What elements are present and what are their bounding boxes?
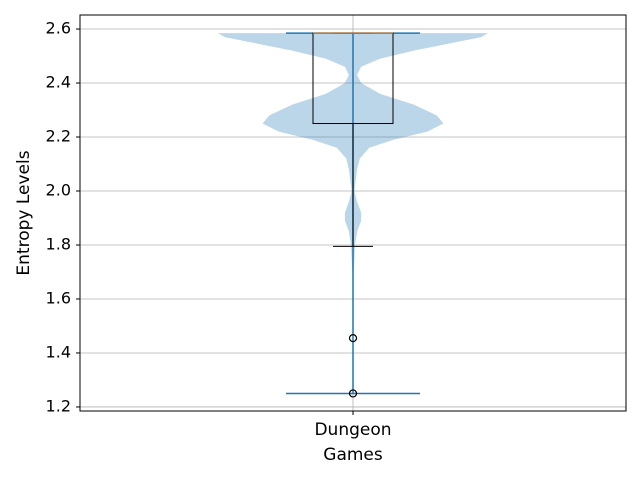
y-tick-label: 2.2: [46, 127, 71, 146]
y-tick-label: 1.4: [46, 342, 71, 361]
x-axis-label: Games: [323, 445, 383, 465]
y-tick-label: 1.2: [46, 396, 71, 415]
x-tick-label: Dungeon: [314, 420, 391, 440]
flier: [348, 334, 358, 343]
y-tick-label: 2.6: [46, 19, 71, 38]
y-tick-label: 1.6: [46, 288, 71, 307]
plot-frame: [79, 14, 627, 412]
y-tick-label: 2.0: [46, 181, 71, 200]
y-axis-label: Entropy Levels: [14, 150, 34, 275]
y-tick-label: 2.4: [46, 73, 71, 92]
y-tick-label: 1.8: [46, 234, 71, 253]
flier: [348, 389, 358, 398]
